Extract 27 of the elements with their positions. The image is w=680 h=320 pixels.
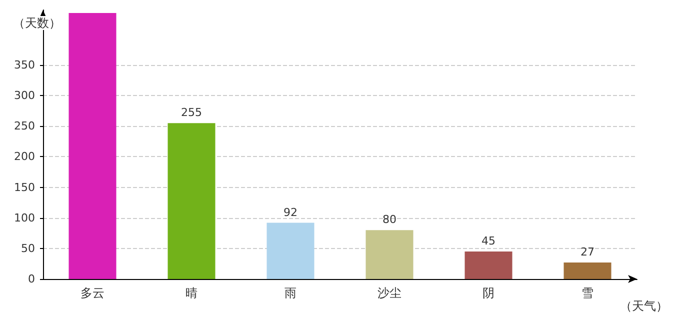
x-tick-label: 晴	[186, 286, 198, 300]
y-tick-label: 50	[21, 242, 35, 255]
bar	[366, 230, 414, 279]
bar	[464, 251, 512, 279]
y-tick-label: 0	[28, 272, 35, 286]
y-tick-label: 100	[14, 211, 35, 224]
bar	[266, 222, 314, 279]
data-label: 80	[382, 213, 396, 226]
bar	[168, 123, 216, 279]
x-tick-label: 多云	[80, 286, 104, 300]
x-axis-title: （天气）	[620, 299, 668, 313]
x-tick-label: 阴	[482, 286, 494, 300]
y-tick-label: 250	[14, 120, 35, 133]
bar	[564, 262, 612, 279]
y-tick-label: 350	[14, 58, 35, 72]
y-tick-label: 300	[14, 89, 35, 102]
data-label: 45	[482, 234, 496, 248]
x-tick-label: 沙尘	[378, 286, 402, 300]
data-label: 27	[580, 245, 594, 258]
data-label: 92	[284, 206, 298, 219]
x-tick-label: 雨	[284, 286, 296, 300]
bar	[68, 13, 116, 279]
y-tick-label: 200	[14, 150, 35, 164]
y-axis-title: （天数）	[13, 16, 61, 30]
y-tick-label: 150	[14, 180, 35, 194]
data-label: 255	[181, 106, 202, 120]
x-tick-label: 雪	[582, 286, 594, 300]
